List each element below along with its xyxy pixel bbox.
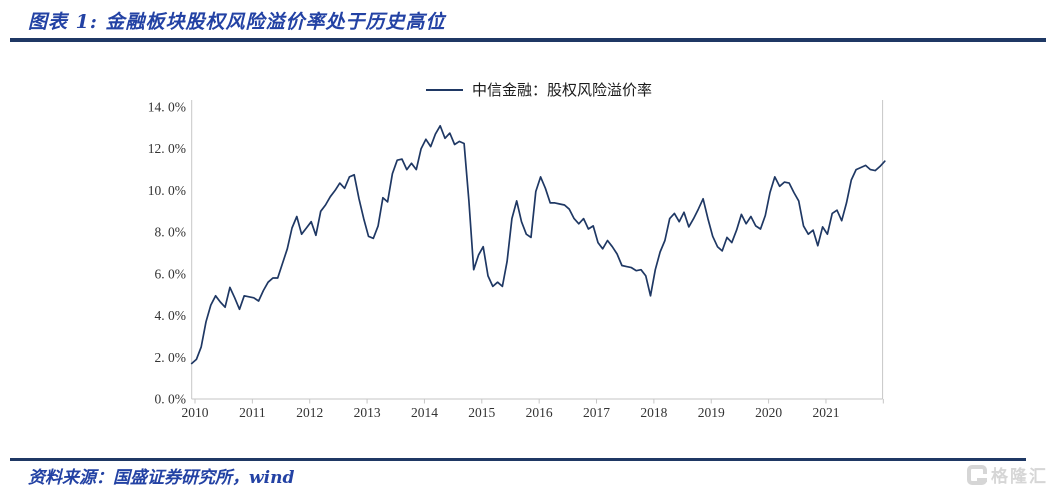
x-tick-label: 2021	[812, 405, 839, 420]
x-tick-label: 2014	[411, 405, 438, 420]
y-tick-label: 8. 0%	[155, 225, 187, 240]
source-note: 资料来源：国盛证券研究所，wind	[28, 468, 295, 488]
legend-label: 中信金融：股权风险溢价率	[471, 81, 653, 99]
chart-legend: 中信金融：股权风险溢价率	[425, 79, 653, 100]
x-tick-label: 2015	[468, 405, 495, 420]
x-tick-label: 2011	[239, 405, 266, 420]
x-tick-label: 2019	[698, 405, 725, 420]
y-tick-label: 6. 0%	[155, 266, 187, 281]
y-tick-label: 0. 0%	[155, 392, 187, 407]
x-tick-label: 2020	[755, 405, 782, 420]
x-tick-label: 2012	[296, 405, 323, 420]
y-tick-label: 4. 0%	[155, 308, 187, 323]
x-tick-label: 2018	[640, 405, 667, 420]
x-tick-label: 2017	[583, 405, 610, 420]
y-tick-label: 2. 0%	[155, 350, 187, 365]
erp-series-line	[190, 124, 886, 365]
y-tick-label: 12. 0%	[148, 141, 186, 156]
y-tick-label: 10. 0%	[148, 183, 186, 198]
legend-line-marker	[425, 88, 463, 91]
gelonghui-logo-icon	[967, 464, 987, 485]
watermark-text: 格隆汇	[991, 467, 1048, 487]
x-tick-label: 2010	[182, 405, 209, 420]
bottom-rule-divider	[10, 458, 1026, 461]
x-tick-label: 2016	[526, 405, 553, 420]
y-tick-label: 14. 0%	[148, 100, 186, 115]
watermark: 格隆汇	[965, 461, 1050, 488]
x-tick-label: 2013	[354, 405, 381, 420]
figure-title: 图表 1: 金融板块股权风险溢价率处于历史高位	[28, 11, 446, 33]
top-rule-divider	[10, 38, 1046, 42]
